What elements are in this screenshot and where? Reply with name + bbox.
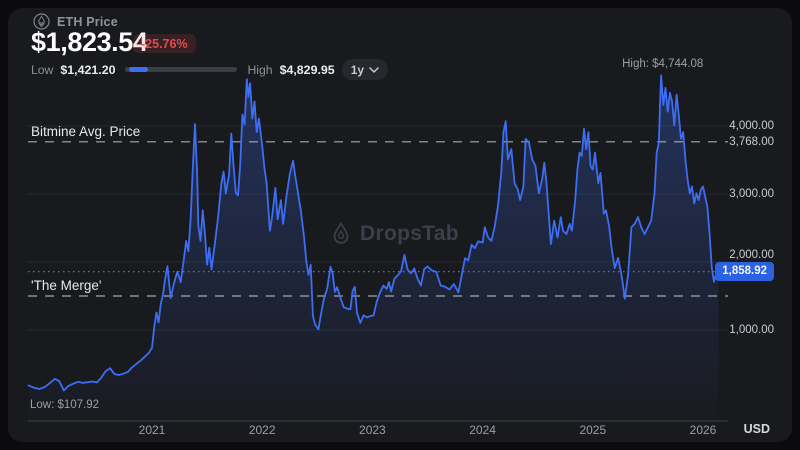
price-range-row: Low $1,421.20 High $4,829.95 1y [31, 59, 389, 80]
the-merge-label: 'The Merge' [31, 278, 102, 293]
timeframe-dropdown[interactable]: 1y [341, 59, 389, 80]
high-label: High [247, 62, 273, 77]
x-axis-label: 2026 [689, 423, 717, 437]
range-indicator [125, 67, 238, 72]
x-axis-label: 2022 [248, 423, 276, 437]
y-axis-label: 4,000.00 [729, 120, 774, 132]
range-indicator-fill [129, 67, 149, 72]
current-price: $1,823.54 [31, 27, 148, 57]
bitmine-avg-price-label: Bitmine Avg. Price [31, 123, 141, 139]
y-axis-label: 3,768.00 [729, 135, 774, 148]
eth-icon [33, 13, 50, 30]
high-value: $4,829.95 [279, 62, 335, 77]
low-label: Low [31, 62, 54, 77]
asset-label: ETH Price [57, 14, 118, 29]
price-change-badge: -25.76% [133, 34, 196, 53]
current-price-axis-badge: 1,858.92 [715, 262, 774, 282]
x-axis-label: 2023 [359, 423, 386, 437]
timeframe-value: 1y [350, 62, 365, 77]
chevron-down-icon [369, 66, 379, 73]
y-axis-label: 3,000.00 [729, 188, 774, 200]
asset-header: ETH Price [33, 13, 118, 30]
x-axis-label: 2025 [579, 423, 607, 437]
x-axis-label: 2021 [138, 423, 166, 437]
currency-unit-label: USD [743, 422, 770, 436]
watermark-text: DropsTab [360, 222, 459, 245]
y-axis-label: 1,000.00 [729, 324, 774, 336]
high-point-label: High: $4,744.08 [622, 58, 704, 71]
low-point-label: Low: $107.92 [30, 398, 100, 411]
droplet-icon [330, 222, 352, 246]
low-value: $1,421.20 [60, 62, 116, 77]
y-axis-label: 2,000.00 [729, 249, 774, 261]
watermark: DropsTab [330, 222, 459, 246]
x-axis-label: 2024 [469, 423, 496, 437]
